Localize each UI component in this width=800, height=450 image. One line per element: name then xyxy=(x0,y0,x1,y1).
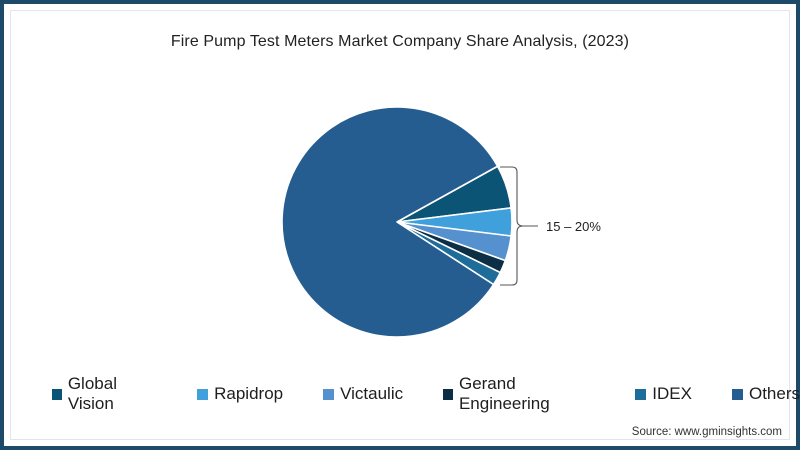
legend-label: Rapidrop xyxy=(214,384,284,403)
legend-label: Others xyxy=(748,384,800,403)
legend-item-others[interactable]: Others xyxy=(731,384,800,404)
pie-slices xyxy=(281,106,513,338)
legend-label: Global Vision xyxy=(67,374,117,413)
legend-swatch xyxy=(443,388,453,400)
legend-swatch xyxy=(635,388,647,400)
legend-item-gerand-engineering[interactable]: Gerand Engineering xyxy=(443,374,595,414)
legend-item-global-vision[interactable]: Global Vision xyxy=(52,374,157,414)
range-bracket xyxy=(500,166,538,286)
legend-label: Gerand Engineering xyxy=(458,374,550,413)
legend-swatch xyxy=(323,388,335,400)
legend-item-idex[interactable]: IDEX xyxy=(635,384,692,404)
pie-slice-others[interactable] xyxy=(281,106,499,338)
legend-swatch xyxy=(731,388,743,400)
legend-item-victaulic[interactable]: Victaulic xyxy=(323,384,403,404)
legend-label: IDEX xyxy=(652,384,692,403)
legend-swatch xyxy=(197,388,209,400)
source-note: Source: www.gminsights.com xyxy=(631,426,782,438)
legend-label: Victaulic xyxy=(340,384,404,403)
chart-title: Fire Pump Test Meters Market Company Sha… xyxy=(170,33,630,50)
legend-swatch xyxy=(52,388,62,400)
legend-item-rapidrop[interactable]: Rapidrop xyxy=(197,384,283,404)
range-annotation: 15 – 20% xyxy=(546,219,601,234)
legend: Global Vision Rapidrop Victaulic Gerand … xyxy=(52,374,800,414)
